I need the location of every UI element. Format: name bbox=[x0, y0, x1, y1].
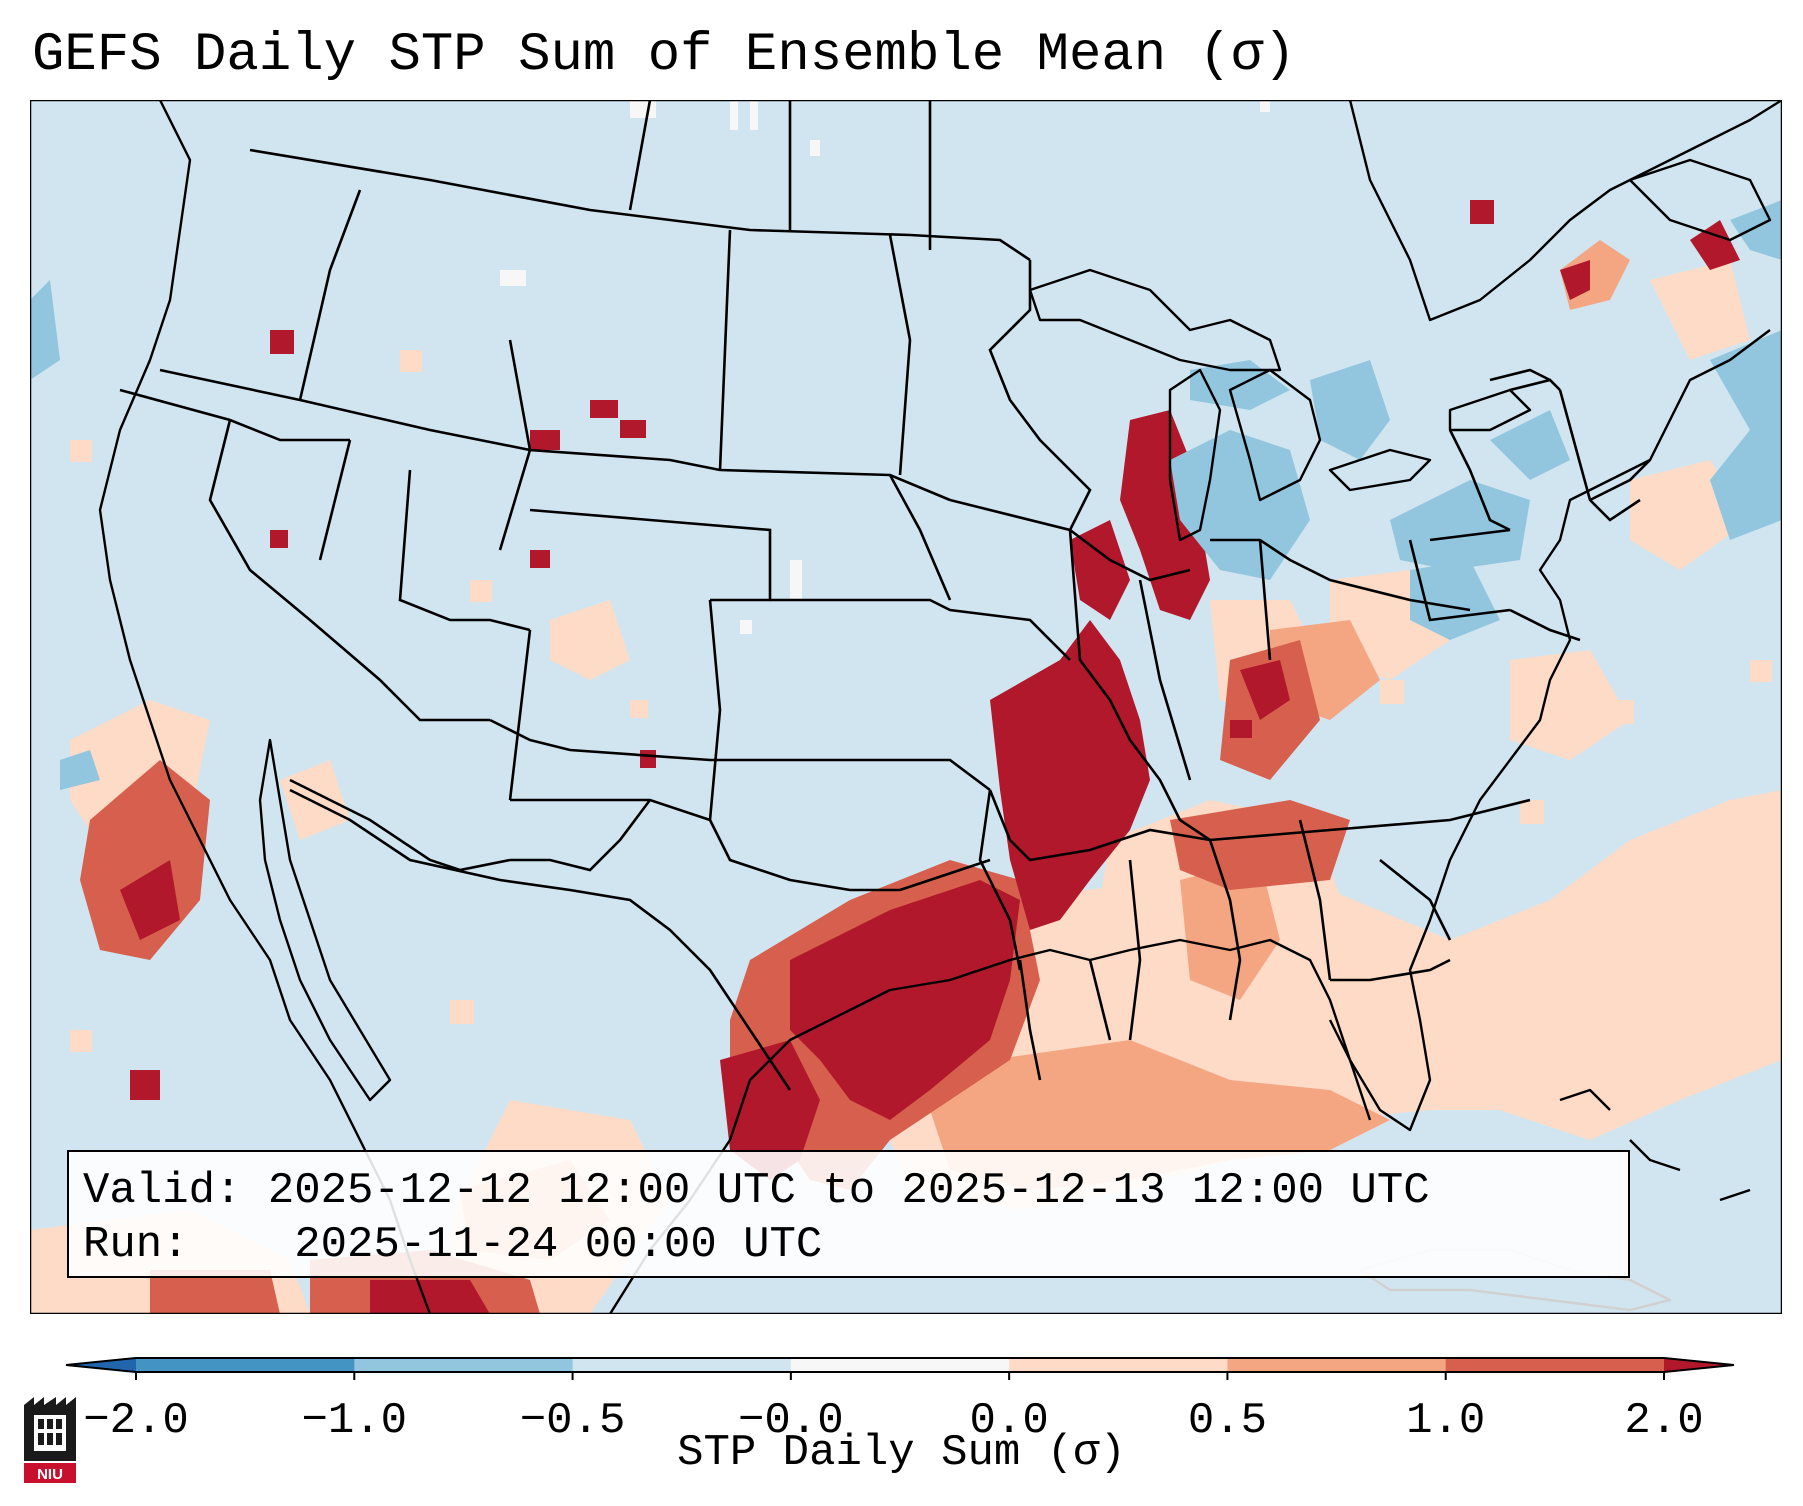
colorbar-tick-label: −0.5 bbox=[520, 1396, 626, 1446]
colorbar-tick-label: −2.0 bbox=[83, 1396, 189, 1446]
map-svg bbox=[30, 100, 1782, 1314]
colorbar-tick-label: 0.5 bbox=[1188, 1396, 1267, 1446]
colorbar: −2.0 −1.0 −0.5 −0.0 0.0 0.5 1.0 2.0 bbox=[65, 1357, 1735, 1446]
colorbar-title: STP Daily Sum (σ) bbox=[677, 1428, 1126, 1478]
colorbar-tick-label: −0.0 bbox=[738, 1396, 844, 1446]
map-panel bbox=[30, 100, 1782, 1314]
colorbar-tick-label: 1.0 bbox=[1406, 1396, 1485, 1446]
logo-text: NIU bbox=[37, 1466, 63, 1483]
colorbar-tick-label: −1.0 bbox=[301, 1396, 407, 1446]
colorbar-tick-label: 2.0 bbox=[1624, 1396, 1703, 1446]
run-label: Run: bbox=[83, 1220, 189, 1270]
colorbar-bin bbox=[790, 1358, 1010, 1372]
state-borders bbox=[119, 100, 1651, 1091]
info-box: Valid: 2025-12-12 12:00 UTC to 2025-12-1… bbox=[67, 1150, 1630, 1278]
coastlines bbox=[98, 100, 1782, 1314]
colorbar-bin bbox=[354, 1358, 574, 1372]
colorbar-ticks: −2.0 −1.0 −0.5 −0.0 0.0 0.5 1.0 2.0 bbox=[83, 1372, 1704, 1446]
anomaly-scattered-light-cells bbox=[70, 350, 1772, 1052]
colorbar-bin bbox=[572, 1358, 792, 1372]
colorbar-bin bbox=[136, 1358, 355, 1372]
anomaly-near-zero bbox=[500, 100, 1270, 634]
colorbar-extend-high bbox=[1664, 1358, 1734, 1372]
colorbar-bin bbox=[1227, 1358, 1447, 1372]
colorbar-extend-low bbox=[66, 1358, 136, 1372]
valid-label: Valid: bbox=[83, 1166, 242, 1216]
colorbar-bin bbox=[1009, 1358, 1228, 1372]
niu-logo: NIU bbox=[24, 1397, 76, 1483]
colorbar-bin bbox=[1445, 1358, 1665, 1372]
anomaly-scattered-cells bbox=[130, 200, 1494, 1100]
chart-title: GEFS Daily STP Sum of Ensemble Mean (σ) bbox=[32, 25, 1296, 86]
anomaly-very-strong-positive bbox=[120, 220, 1740, 1314]
colorbar-segments bbox=[65, 1357, 1735, 1373]
colorbar-tick-label: 0.0 bbox=[970, 1396, 1049, 1446]
run-value: 2025-11-24 00:00 UTC bbox=[294, 1220, 823, 1270]
valid-value: 2025-12-12 12:00 UTC to 2025-12-13 12:00… bbox=[267, 1166, 1430, 1216]
